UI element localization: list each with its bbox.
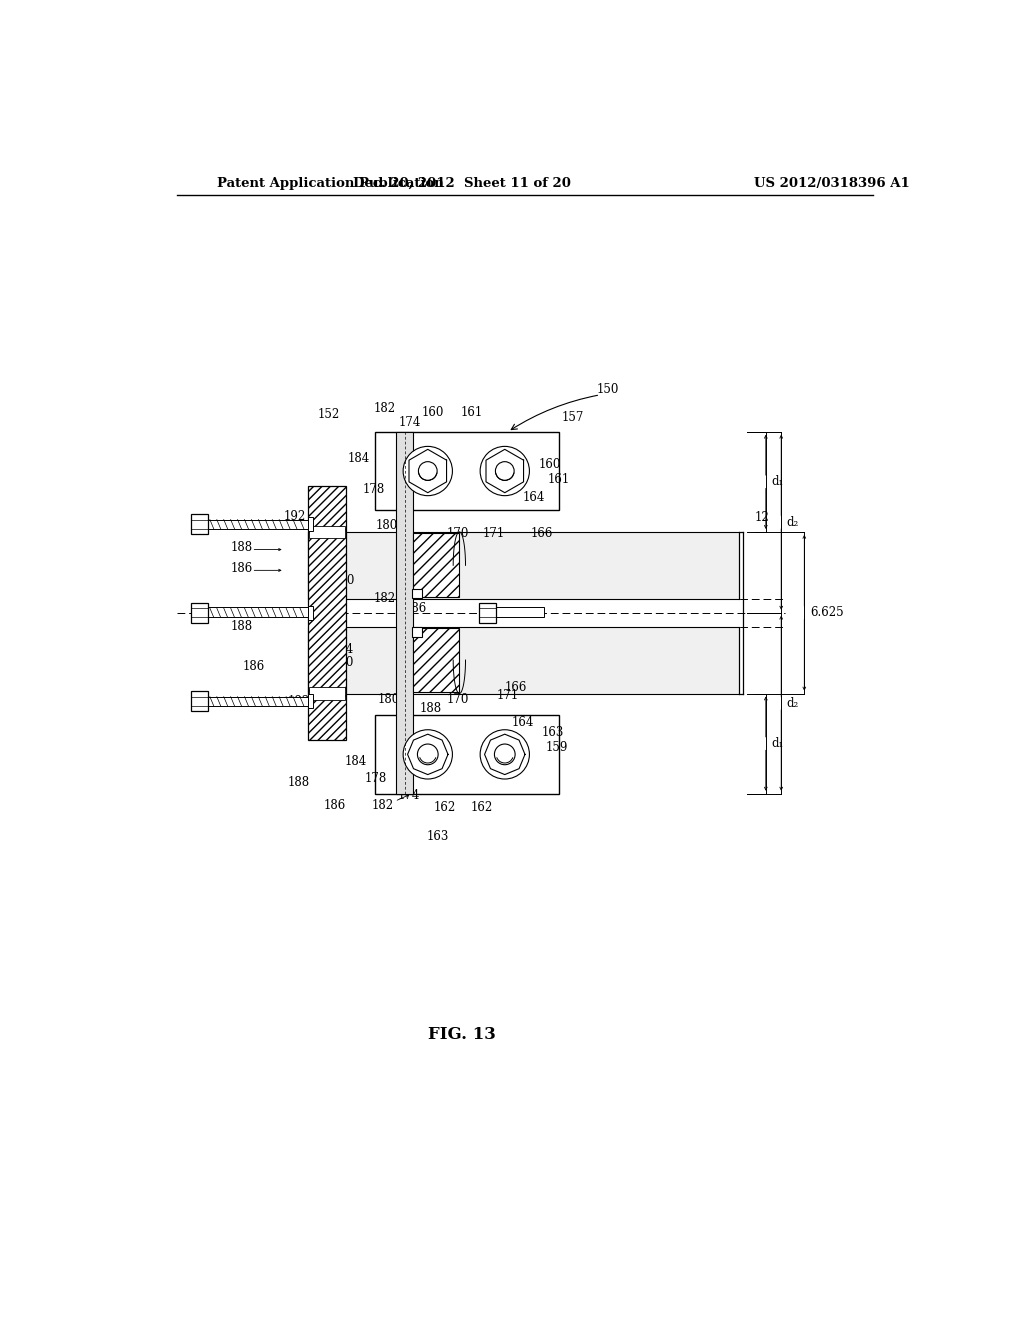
Text: 163: 163 (542, 726, 564, 739)
Text: 159: 159 (546, 741, 568, 754)
Text: 170: 170 (446, 693, 469, 706)
Bar (208, 697, 307, 706)
Circle shape (495, 744, 515, 764)
Text: 186: 186 (324, 799, 346, 812)
Bar (309, 525, 345, 539)
Text: 190: 190 (332, 656, 354, 669)
Bar (208, 520, 307, 529)
Text: d₂: d₂ (786, 697, 799, 710)
Text: 192: 192 (284, 510, 306, 523)
Circle shape (418, 744, 438, 764)
Text: 188: 188 (288, 776, 309, 788)
Text: 161: 161 (461, 407, 482, 418)
Text: 182: 182 (374, 403, 395, 416)
Text: 192: 192 (288, 694, 309, 708)
Circle shape (480, 446, 529, 496)
Text: 184: 184 (331, 643, 353, 656)
Text: 166: 166 (530, 527, 553, 540)
Text: Dec. 20, 2012  Sheet 11 of 20: Dec. 20, 2012 Sheet 11 of 20 (352, 177, 570, 190)
Circle shape (403, 730, 453, 779)
Text: 150: 150 (597, 383, 620, 396)
Text: 164: 164 (512, 717, 535, 730)
Bar (307, 606, 313, 619)
Text: 164: 164 (523, 491, 545, 504)
Circle shape (403, 446, 453, 496)
Text: 190: 190 (333, 574, 355, 587)
Bar (307, 486, 346, 739)
Bar (307, 532, 739, 599)
Text: 174: 174 (397, 788, 420, 801)
Text: 162: 162 (433, 801, 456, 814)
Text: 186: 186 (230, 561, 253, 574)
Polygon shape (413, 628, 460, 692)
Bar (412, 589, 422, 598)
Bar (412, 627, 422, 636)
Text: 180: 180 (378, 693, 399, 706)
Bar (307, 694, 313, 708)
Text: 178: 178 (365, 772, 386, 785)
Bar (376, 432, 559, 511)
Bar (208, 607, 307, 618)
Text: 6.625: 6.625 (811, 606, 844, 619)
Text: 182: 182 (374, 593, 395, 606)
Text: 188: 188 (230, 541, 253, 554)
Bar (376, 715, 559, 793)
Text: d₁: d₁ (771, 737, 783, 750)
Text: 170: 170 (446, 527, 469, 540)
Text: 152: 152 (318, 408, 340, 421)
Text: 162: 162 (471, 801, 493, 814)
Text: Patent Application Publication: Patent Application Publication (217, 177, 443, 190)
Text: 12: 12 (755, 511, 769, 524)
Text: d₂: d₂ (786, 516, 799, 529)
Text: 182: 182 (372, 799, 393, 812)
Text: 178: 178 (362, 483, 385, 496)
Text: 157: 157 (562, 412, 585, 425)
Circle shape (496, 462, 514, 480)
Text: 171: 171 (497, 689, 519, 702)
Text: 188: 188 (230, 620, 253, 634)
Bar (307, 627, 739, 693)
Text: 160: 160 (421, 407, 443, 418)
Bar (478, 603, 496, 623)
Bar (190, 515, 208, 535)
Bar (478, 607, 544, 618)
Text: 166: 166 (505, 681, 526, 694)
Bar (190, 692, 208, 711)
Circle shape (419, 462, 437, 480)
Text: 174: 174 (399, 416, 421, 429)
Text: 184: 184 (347, 453, 370, 465)
Text: FIG. 13: FIG. 13 (428, 1026, 496, 1043)
Text: 184: 184 (344, 755, 367, 768)
Text: 188: 188 (420, 702, 442, 715)
Text: d₁: d₁ (771, 475, 783, 488)
Text: 171: 171 (483, 527, 505, 540)
Bar (309, 688, 345, 700)
Circle shape (480, 730, 529, 779)
Bar (190, 603, 208, 623)
Text: 186: 186 (404, 602, 427, 615)
Bar (396, 432, 413, 793)
Text: 160: 160 (539, 458, 561, 471)
Text: 186: 186 (243, 660, 265, 673)
Text: 161: 161 (548, 473, 569, 486)
Text: 180: 180 (376, 519, 398, 532)
Polygon shape (413, 533, 460, 598)
Text: US 2012/0318396 A1: US 2012/0318396 A1 (755, 177, 910, 190)
Text: 163: 163 (427, 829, 449, 842)
Bar (307, 517, 313, 531)
